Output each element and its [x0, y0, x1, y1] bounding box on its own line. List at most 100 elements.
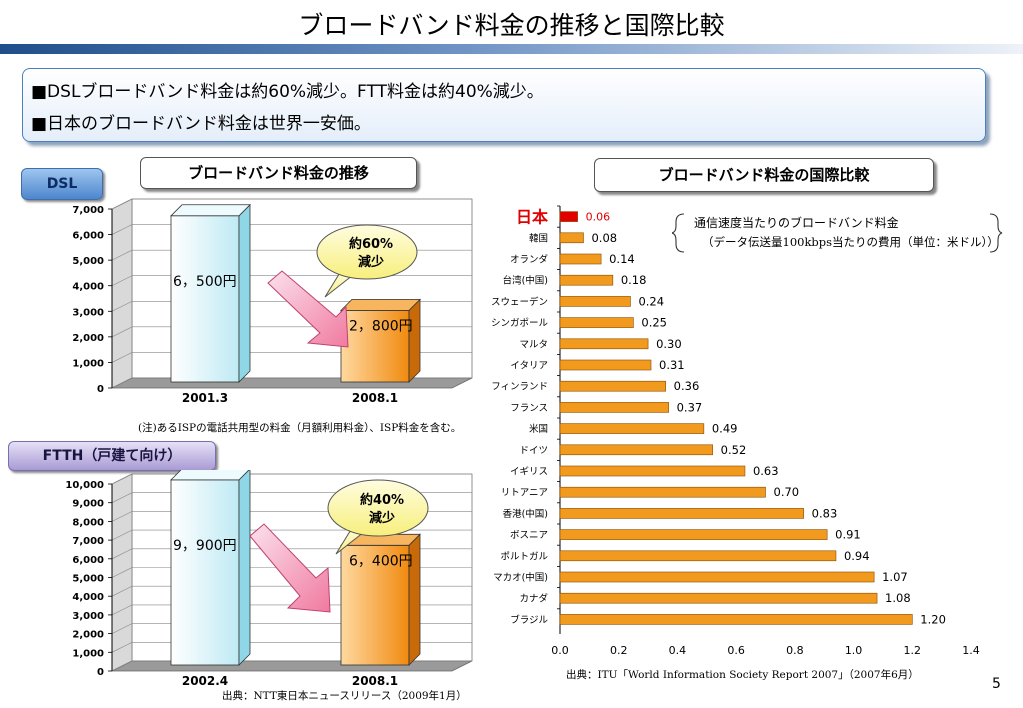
category-label: スウェーデン — [491, 296, 548, 308]
bar-1: 2，800円 2008.1 — [340, 298, 421, 405]
gridline — [111, 660, 133, 672]
gridline — [111, 473, 133, 485]
bar-top — [170, 204, 251, 217]
bar — [559, 211, 578, 222]
gridline — [111, 567, 133, 578]
x-tick-label: 0.8 — [786, 644, 804, 657]
bar-front — [170, 215, 240, 383]
gridline — [111, 301, 133, 312]
side-wall — [111, 198, 133, 389]
category-label: ボスニア — [510, 530, 548, 541]
bar-front — [170, 479, 240, 666]
x-tick-label: 0.2 — [610, 644, 628, 657]
y-tick-label: 1,000 — [72, 648, 104, 659]
ftth-source: 出典：NTT東日本ニュースリリース（2009年1月） — [222, 690, 467, 702]
bar-value-label: 0.83 — [812, 506, 838, 520]
bar-1: 6，400円 2008.1 — [340, 533, 421, 688]
floor — [111, 377, 473, 389]
decrease-arrow — [267, 270, 349, 348]
y-tick-label: 4,000 — [72, 282, 104, 293]
gridline — [111, 352, 133, 363]
y-tick-label: 6,000 — [72, 231, 104, 242]
y-tick-label: 2,000 — [72, 333, 104, 344]
category-label: マカオ(中国) — [493, 572, 548, 584]
y-tick-label: 0 — [97, 384, 104, 395]
y-tick-label: 0 — [97, 667, 104, 678]
x-tick-label: 2001.3 — [182, 391, 228, 405]
bar — [559, 253, 602, 265]
bar-0: 9，900円 2002.4 — [170, 470, 251, 688]
gridline — [111, 224, 133, 235]
bar-0: 6，500円 2001.3 — [170, 203, 251, 405]
gridline — [111, 642, 133, 653]
bar-value-label: 0.49 — [712, 422, 738, 436]
x-tick-label: 1.4 — [962, 644, 980, 657]
dsl-tag: DSL — [21, 168, 103, 200]
bar-value-label: 0.24 — [638, 294, 664, 308]
gridline — [111, 326, 133, 338]
gridline — [111, 623, 133, 634]
category-label: フランス — [510, 403, 548, 414]
ftth-tag: FTTH（戸建て向け） — [8, 441, 216, 471]
bar-value-label: 0.63 — [753, 464, 779, 478]
bar — [559, 296, 631, 307]
y-tick-label: 6,000 — [72, 555, 104, 566]
gridline — [111, 275, 133, 286]
category-label: シンガポール — [491, 318, 549, 329]
gridline — [111, 511, 133, 522]
bar-value-label: 0.06 — [586, 211, 611, 224]
category-label: フィンランド — [491, 382, 548, 393]
bar — [559, 592, 878, 604]
y-tick-label: 1,000 — [72, 358, 104, 369]
bar-value-label: 0.91 — [835, 528, 861, 542]
bar-value-label: 0.37 — [677, 400, 703, 414]
bar — [559, 232, 584, 244]
category-label: 韓国 — [529, 233, 548, 244]
y-tick-label: 3,000 — [72, 307, 104, 318]
bar-value-label: 0.25 — [641, 316, 667, 330]
plot-area: 0 1,000 2,000 3,000 4,000 5,000 6,000 7,000 6，50… — [72, 198, 473, 405]
summary-line-1: ■DSLブロードバンド料金は約60%減少。FTT料金は約40%減少。 — [31, 82, 544, 102]
bar — [559, 508, 804, 519]
x-tick-label: 2008.1 — [352, 674, 398, 688]
bar-value-label: 0.70 — [774, 485, 800, 499]
page-title: ブロードバンド料金の推移と国際比較 — [298, 11, 725, 40]
intl-note-brackets — [672, 213, 1003, 253]
bar-value-label: 0.18 — [621, 273, 647, 287]
callout-bubble — [327, 479, 429, 537]
bar-value-label: 1.20 — [920, 612, 946, 626]
intl-source: 出典：ITU「World Information Society Report … — [566, 669, 919, 681]
bar — [559, 614, 913, 625]
bar-side — [408, 298, 421, 383]
bar — [559, 338, 649, 350]
gridline — [111, 548, 133, 560]
bar-value-label: 1.08 — [885, 591, 911, 605]
callout-text-2: 減少 — [358, 254, 384, 270]
bar — [559, 444, 713, 456]
bar-value-label: 0.30 — [656, 337, 682, 351]
y-tick-label: 9,000 — [72, 499, 104, 510]
callout-text-1: 約60% — [349, 236, 393, 252]
y-tick-label: 10,000 — [65, 480, 104, 491]
decrease-arrow — [249, 523, 331, 613]
intl-note-2: （データ伝送量100kbps当たりの費用（単位：米ドル）） — [702, 235, 999, 249]
gridline — [111, 492, 133, 503]
bar-value-label: 1.07 — [882, 570, 908, 584]
category-label: ドイツ — [519, 445, 548, 456]
bar-value-label: 2，800円 — [349, 318, 413, 334]
bar — [559, 550, 837, 562]
x-tick-label: 0.4 — [669, 644, 687, 657]
bar — [559, 529, 828, 540]
gridline — [111, 604, 133, 616]
bar — [559, 571, 875, 583]
x-tick-label: 2002.4 — [182, 674, 228, 688]
dsl-chart: 0 1,000 2,000 3,000 4,000 5,000 6,000 7,000 6，50… — [72, 198, 473, 405]
y-tick-label: 8,000 — [72, 517, 104, 528]
gridline — [111, 377, 133, 389]
category-label: イタリア — [510, 361, 548, 372]
category-label: 日本 — [516, 208, 548, 227]
bar-front — [340, 310, 410, 383]
x-tick-label: 0.0 — [551, 644, 569, 657]
x-tick-label: 2008.1 — [352, 391, 398, 405]
bar — [559, 402, 669, 413]
